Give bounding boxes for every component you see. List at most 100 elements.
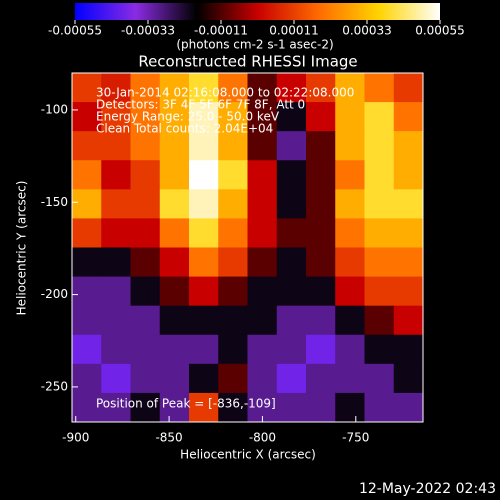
heatmap-cell: [72, 131, 102, 161]
heatmap-cell: [276, 160, 307, 190]
heatmap-cell: [306, 392, 336, 423]
heatmap-cell: [189, 334, 219, 365]
heatmap-cell: [364, 305, 395, 336]
heatmap: [72, 73, 424, 423]
heatmap-cell: [72, 276, 102, 307]
heatmap-cell: [218, 73, 248, 103]
heatmap-cell: [159, 363, 190, 394]
y-tick-label: -100: [41, 102, 68, 116]
heatmap-cell: [276, 189, 307, 219]
heatmap-cell: [130, 189, 161, 219]
heatmap-cell: [364, 131, 395, 161]
heatmap-cell: [247, 73, 278, 103]
heatmap-cell: [247, 160, 278, 190]
heatmap-cell: [393, 334, 424, 365]
heatmap-cell: [335, 247, 365, 278]
heatmap-cell: [364, 247, 395, 278]
heatmap-cell: [72, 334, 102, 365]
heatmap-cell: [335, 334, 365, 365]
heatmap-cell: [189, 73, 219, 103]
annotation: Energy Range: 25.0 - 50.0 keV: [96, 110, 280, 124]
heatmap-cell: [130, 131, 161, 161]
heatmap-cell: [364, 392, 395, 423]
heatmap-cell: [335, 73, 365, 103]
x-tick-label: -800: [249, 431, 276, 445]
heatmap-cell: [335, 218, 365, 248]
heatmap-cell: [159, 392, 190, 423]
colorbar: [75, 3, 440, 20]
heatmap-cell: [101, 247, 131, 278]
heatmap-cell: [218, 276, 248, 307]
heatmap-cell: [306, 189, 336, 219]
heatmap-cell: [306, 305, 336, 336]
heatmap-cell: [393, 131, 424, 161]
heatmap-cell: [364, 218, 395, 248]
annotation: Detectors: 3F 4F 5F 6F 7F 8F, Att 0: [96, 98, 305, 112]
heatmap-cell: [101, 131, 131, 161]
heatmap-cell: [130, 276, 161, 307]
heatmap-cell: [276, 276, 307, 307]
heatmap-cell: [393, 363, 424, 394]
heatmap-cell: [306, 73, 336, 103]
heatmap-cell: [218, 247, 248, 278]
heatmap-cell: [130, 102, 161, 132]
heatmap-cell: [101, 218, 131, 248]
heatmap-cell: [393, 276, 424, 307]
heatmap-cell: [159, 160, 190, 190]
heatmap-cell: [218, 334, 248, 365]
heatmap-cell: [393, 392, 424, 423]
heatmap-cell: [159, 276, 190, 307]
heatmap-cell: [364, 102, 395, 132]
x-tick-label: -850: [155, 431, 182, 445]
heatmap-cell: [159, 102, 190, 132]
heatmap-cell: [72, 305, 102, 336]
heatmap-cell: [247, 131, 278, 161]
colorbar-tick-label: -0.00033: [121, 24, 175, 38]
heatmap-cell: [335, 189, 365, 219]
plot-frame: [71, 72, 424, 423]
heatmap-cell: [364, 363, 395, 394]
heatmap-cell: [72, 73, 102, 103]
chart-title: Reconstructed RHESSI Image: [138, 53, 357, 71]
heatmap-cell: [101, 305, 131, 336]
heatmap-cell: [101, 363, 131, 394]
heatmap-cell: [159, 305, 190, 336]
heatmap-cell: [159, 334, 190, 365]
heatmap-cell: [335, 305, 365, 336]
heatmap-cell: [247, 218, 278, 248]
heatmap-cell: [72, 363, 102, 394]
heatmap-cell: [159, 73, 190, 103]
heatmap-cell: [335, 160, 365, 190]
annotation: Position of Peak = [-836,-109]: [96, 397, 276, 411]
heatmap-cell: [101, 334, 131, 365]
heatmap-cell: [247, 102, 278, 132]
heatmap-cell: [393, 102, 424, 132]
y-tick-label: -250: [41, 379, 68, 393]
heatmap-cell: [276, 334, 307, 365]
heatmap-cell: [276, 305, 307, 336]
heatmap-cell: [189, 276, 219, 307]
heatmap-cell: [306, 218, 336, 248]
heatmap-cell: [335, 363, 365, 394]
colorbar-tick-label: -0.00055: [48, 24, 102, 38]
heatmap-cell: [306, 102, 336, 132]
colorbar-tick-label: -0.00011: [194, 24, 248, 38]
x-tick-label: -900: [62, 431, 89, 445]
annotation: 30-Jan-2014 02:16:08.000 to 02:22:08.000: [96, 86, 354, 100]
heatmap-cell: [72, 392, 102, 423]
heatmap-cell: [218, 131, 248, 161]
colorbar-tick-label: 0.00055: [415, 24, 465, 38]
heatmap-cell: [159, 131, 190, 161]
heatmap-cell: [101, 189, 131, 219]
heatmap-cell: [306, 276, 336, 307]
heatmap-cell: [393, 189, 424, 219]
heatmap-cell: [72, 189, 102, 219]
heatmap-cell: [247, 334, 278, 365]
heatmap-cell: [72, 160, 102, 190]
heatmap-cell: [364, 73, 395, 103]
heatmap-cell: [101, 392, 131, 423]
heatmap-cell: [306, 363, 336, 394]
heatmap-cell: [218, 392, 248, 423]
heatmap-cell: [276, 363, 307, 394]
